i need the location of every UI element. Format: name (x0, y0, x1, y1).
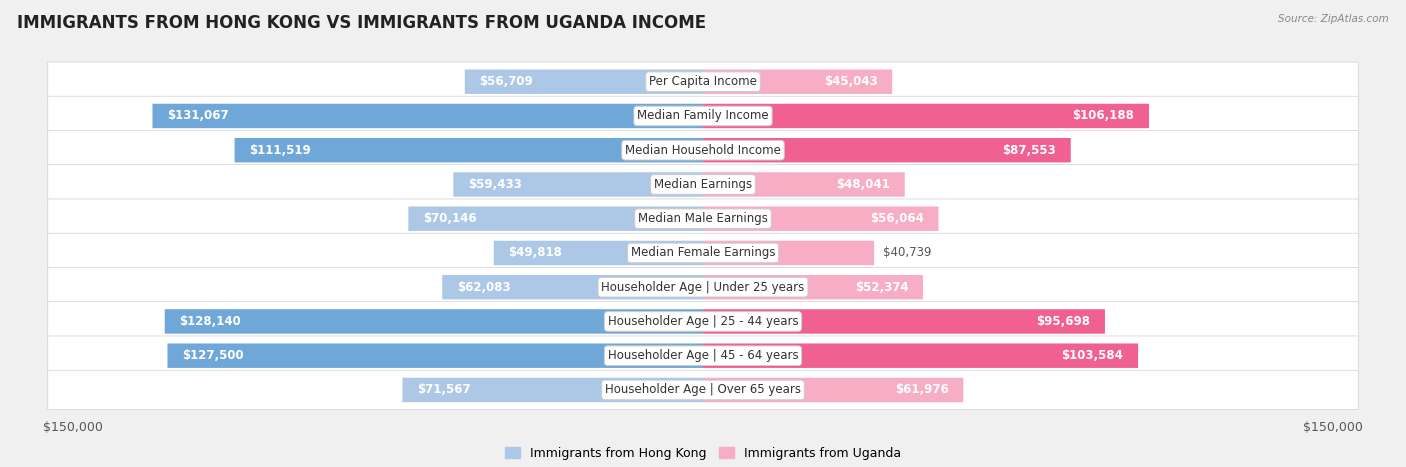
Text: $106,188: $106,188 (1073, 109, 1135, 122)
FancyBboxPatch shape (703, 343, 1137, 368)
Text: $128,140: $128,140 (180, 315, 242, 328)
Text: $49,818: $49,818 (509, 247, 562, 260)
Text: $62,083: $62,083 (457, 281, 510, 294)
Text: Median Family Income: Median Family Income (637, 109, 769, 122)
Text: Median Household Income: Median Household Income (626, 144, 780, 157)
FancyBboxPatch shape (453, 172, 703, 197)
Text: Householder Age | 45 - 64 years: Householder Age | 45 - 64 years (607, 349, 799, 362)
Text: $127,500: $127,500 (183, 349, 243, 362)
Text: $111,519: $111,519 (249, 144, 311, 157)
FancyBboxPatch shape (494, 241, 703, 265)
Text: $131,067: $131,067 (167, 109, 229, 122)
Text: Median Female Earnings: Median Female Earnings (631, 247, 775, 260)
FancyBboxPatch shape (48, 199, 1358, 239)
Text: $103,584: $103,584 (1062, 349, 1123, 362)
Text: Householder Age | 25 - 44 years: Householder Age | 25 - 44 years (607, 315, 799, 328)
FancyBboxPatch shape (165, 309, 703, 334)
FancyBboxPatch shape (465, 70, 703, 94)
FancyBboxPatch shape (152, 104, 703, 128)
Text: Median Male Earnings: Median Male Earnings (638, 212, 768, 225)
FancyBboxPatch shape (48, 233, 1358, 273)
FancyBboxPatch shape (48, 165, 1358, 204)
Legend: Immigrants from Hong Kong, Immigrants from Uganda: Immigrants from Hong Kong, Immigrants fr… (505, 447, 901, 460)
FancyBboxPatch shape (48, 336, 1358, 375)
Text: $70,146: $70,146 (423, 212, 477, 225)
FancyBboxPatch shape (48, 302, 1358, 341)
Text: IMMIGRANTS FROM HONG KONG VS IMMIGRANTS FROM UGANDA INCOME: IMMIGRANTS FROM HONG KONG VS IMMIGRANTS … (17, 14, 706, 32)
FancyBboxPatch shape (48, 370, 1358, 410)
FancyBboxPatch shape (703, 70, 893, 94)
FancyBboxPatch shape (235, 138, 703, 163)
FancyBboxPatch shape (703, 378, 963, 402)
Text: $61,976: $61,976 (894, 383, 949, 396)
Text: $87,553: $87,553 (1002, 144, 1056, 157)
FancyBboxPatch shape (48, 268, 1358, 307)
Text: Source: ZipAtlas.com: Source: ZipAtlas.com (1278, 14, 1389, 24)
FancyBboxPatch shape (167, 343, 703, 368)
FancyBboxPatch shape (703, 206, 938, 231)
FancyBboxPatch shape (703, 309, 1105, 334)
Text: Householder Age | Over 65 years: Householder Age | Over 65 years (605, 383, 801, 396)
Text: $45,043: $45,043 (824, 75, 877, 88)
FancyBboxPatch shape (48, 96, 1358, 136)
Text: $59,433: $59,433 (468, 178, 522, 191)
FancyBboxPatch shape (703, 138, 1071, 163)
FancyBboxPatch shape (408, 206, 703, 231)
Text: $52,374: $52,374 (855, 281, 908, 294)
FancyBboxPatch shape (402, 378, 703, 402)
Text: $71,567: $71,567 (418, 383, 471, 396)
FancyBboxPatch shape (48, 130, 1358, 170)
FancyBboxPatch shape (703, 241, 875, 265)
Text: Householder Age | Under 25 years: Householder Age | Under 25 years (602, 281, 804, 294)
Text: $40,739: $40,739 (883, 247, 931, 260)
FancyBboxPatch shape (48, 62, 1358, 101)
FancyBboxPatch shape (703, 172, 905, 197)
FancyBboxPatch shape (703, 104, 1149, 128)
Text: $56,064: $56,064 (870, 212, 924, 225)
Text: Per Capita Income: Per Capita Income (650, 75, 756, 88)
FancyBboxPatch shape (703, 275, 922, 299)
Text: $95,698: $95,698 (1036, 315, 1090, 328)
Text: $56,709: $56,709 (479, 75, 533, 88)
Text: $48,041: $48,041 (837, 178, 890, 191)
FancyBboxPatch shape (443, 275, 703, 299)
Text: Median Earnings: Median Earnings (654, 178, 752, 191)
